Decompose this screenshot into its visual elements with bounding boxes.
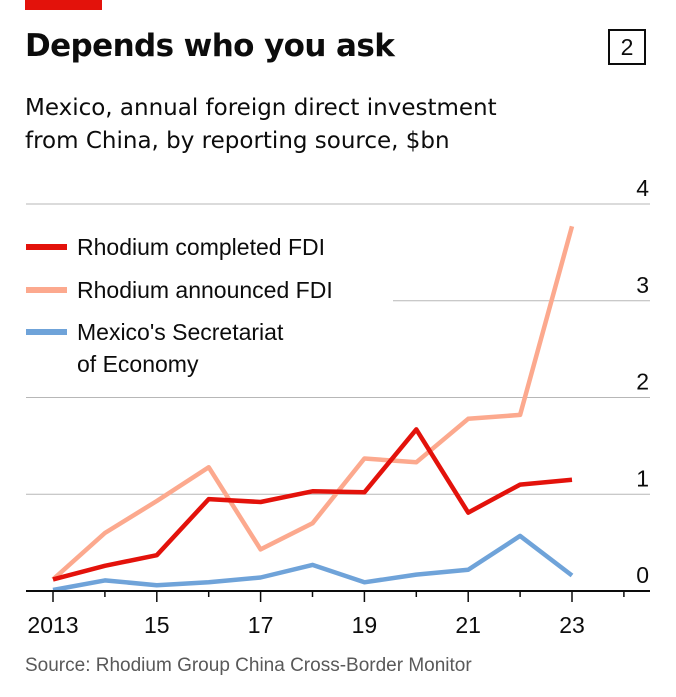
- legend-label-1: Rhodium announced FDI: [77, 277, 333, 303]
- x-tick-label-17: 17: [248, 612, 274, 638]
- economist-red-bar: [25, 0, 102, 10]
- y-tick-label-3: 3: [636, 272, 649, 298]
- chart-number-badge: 2: [608, 29, 646, 65]
- chart-subtitle: Mexico, annual foreign direct investment…: [25, 92, 625, 158]
- x-tick-label-19: 19: [352, 612, 378, 638]
- x-tick-label-2013: 2013: [27, 612, 78, 638]
- y-tick-label-1: 1: [636, 465, 649, 491]
- x-tick-label-23: 23: [559, 612, 585, 638]
- legend-label-0: Rhodium completed FDI: [77, 234, 325, 260]
- legend-label-2-line-2: of Economy: [77, 351, 199, 377]
- series-line-1: [51, 225, 575, 582]
- legend-label-2-line-1: Mexico's Secretariat: [77, 319, 284, 345]
- y-tick-label-4: 4: [636, 175, 649, 201]
- series-line-2: [52, 533, 574, 593]
- series-line-0: [52, 427, 573, 582]
- chart-title: Depends who you ask: [25, 28, 395, 64]
- y-tick-label-2: 2: [636, 369, 649, 395]
- subtitle-line-1: Mexico, annual foreign direct investment: [25, 95, 497, 121]
- y-tick-label-0: 0: [636, 562, 649, 588]
- x-tick-label-21: 21: [455, 612, 481, 638]
- source-note: Source: Rhodium Group China Cross-Border…: [25, 655, 472, 676]
- x-tick-label-15: 15: [144, 612, 170, 638]
- subtitle-line-2: from China, by reporting source, $bn: [25, 128, 450, 154]
